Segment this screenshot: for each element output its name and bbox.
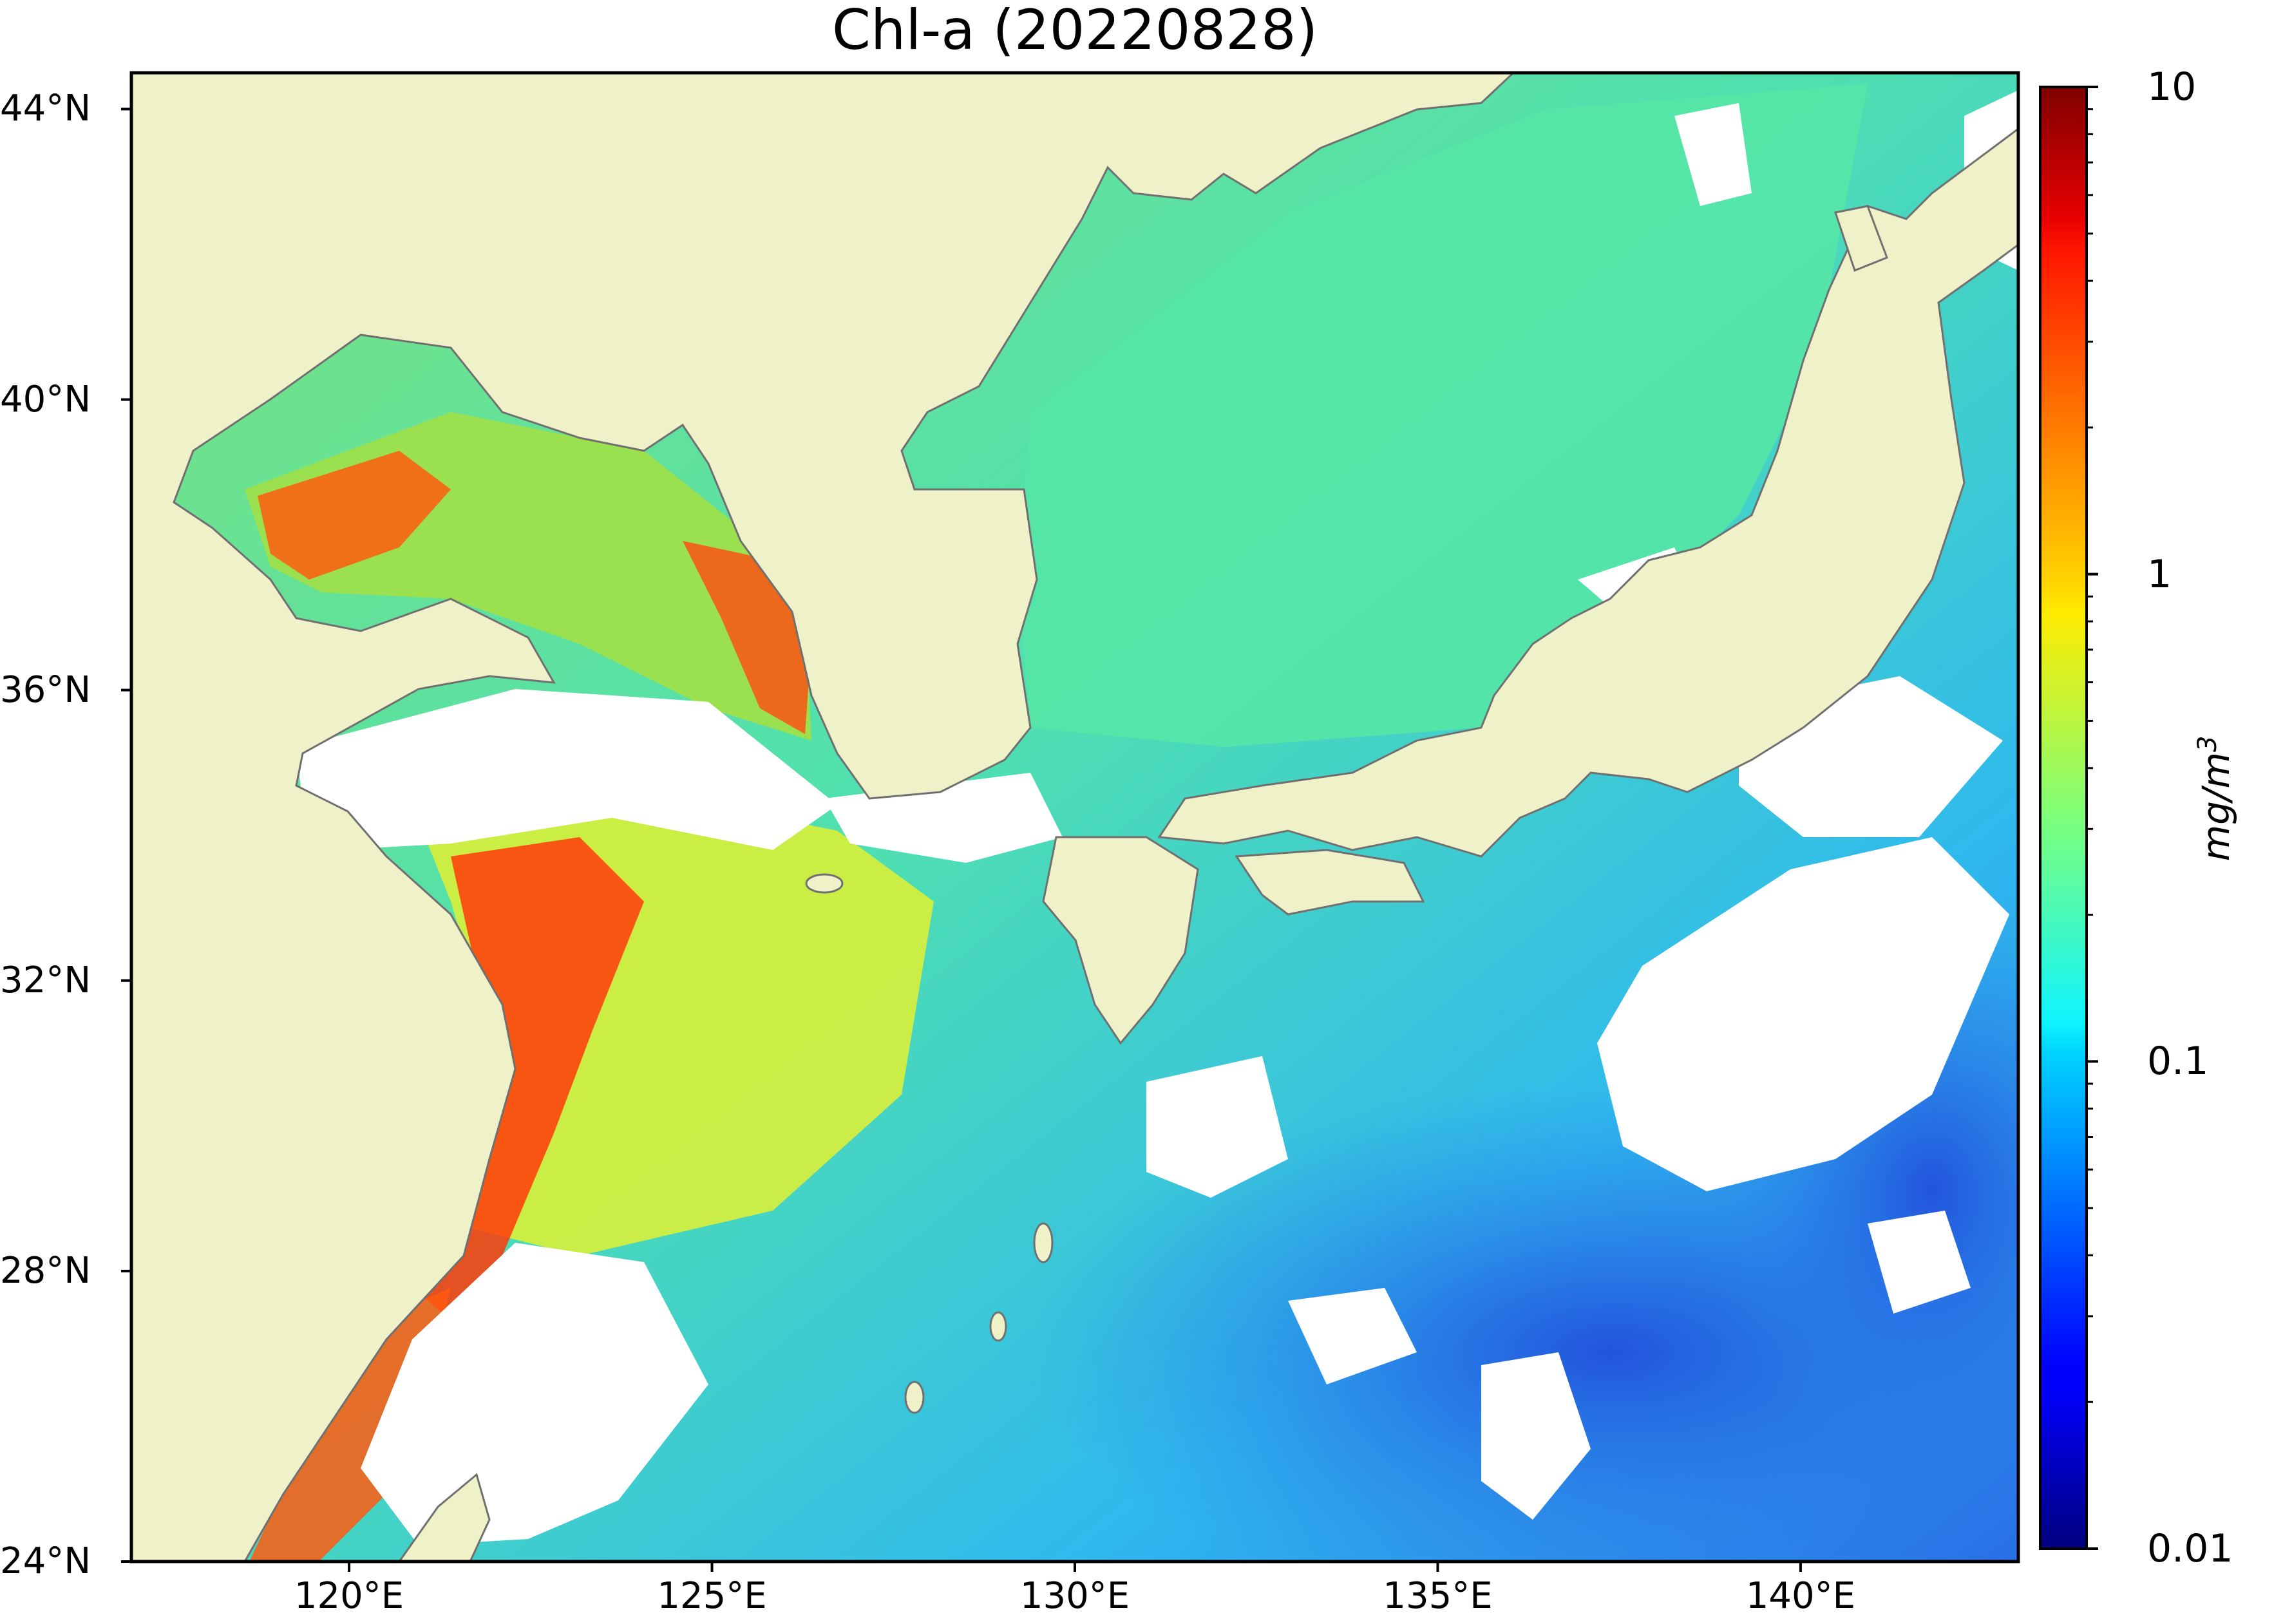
colorbar-unit-exponent: 3 xyxy=(2192,735,2222,753)
colorbar-tick-label: 0.1 xyxy=(2147,1039,2209,1084)
colorbar-tick-marks xyxy=(2087,86,2098,1550)
colorbar-frame xyxy=(2039,86,2088,1550)
lon-tick-label: 140°E xyxy=(1745,1575,1856,1617)
colorbar-unit-label: mg/m3 xyxy=(2193,689,2238,908)
colorbar-unit-base: mg/m xyxy=(2194,752,2239,862)
lat-tick-label: 24°N xyxy=(0,1540,91,1582)
bohai-high-chl xyxy=(258,451,451,580)
lon-tick-label: 125°E xyxy=(657,1575,767,1617)
colorbar-tick-label: 10 xyxy=(2147,64,2197,109)
lat-tick-label: 44°N xyxy=(0,88,91,130)
lat-tick-label: 36°N xyxy=(0,668,91,711)
lat-tick-label: 28°N xyxy=(0,1249,91,1292)
lat-tick-marks xyxy=(121,108,131,1563)
lon-tick-label: 130°E xyxy=(1019,1575,1130,1617)
no-data-cloud-patches xyxy=(296,90,2018,1545)
land-masses xyxy=(131,73,2018,1562)
colorbar-tick-label: 1 xyxy=(2147,551,2172,597)
map-layers xyxy=(131,73,2018,1562)
figure-title: Chl-a (20220828) xyxy=(831,0,1318,62)
fujian-coast-high-chl xyxy=(249,1288,451,1562)
lat-tick-label: 32°N xyxy=(0,959,91,1001)
lon-tick-label: 120°E xyxy=(294,1575,404,1617)
lon-tick-marks xyxy=(348,1562,1802,1572)
lon-tick-label: 135°E xyxy=(1383,1575,1493,1617)
colorbar-gradient xyxy=(2040,87,2087,1549)
lat-tick-label: 40°N xyxy=(0,378,91,420)
colorbar-tick-label: 0.01 xyxy=(2147,1526,2233,1571)
